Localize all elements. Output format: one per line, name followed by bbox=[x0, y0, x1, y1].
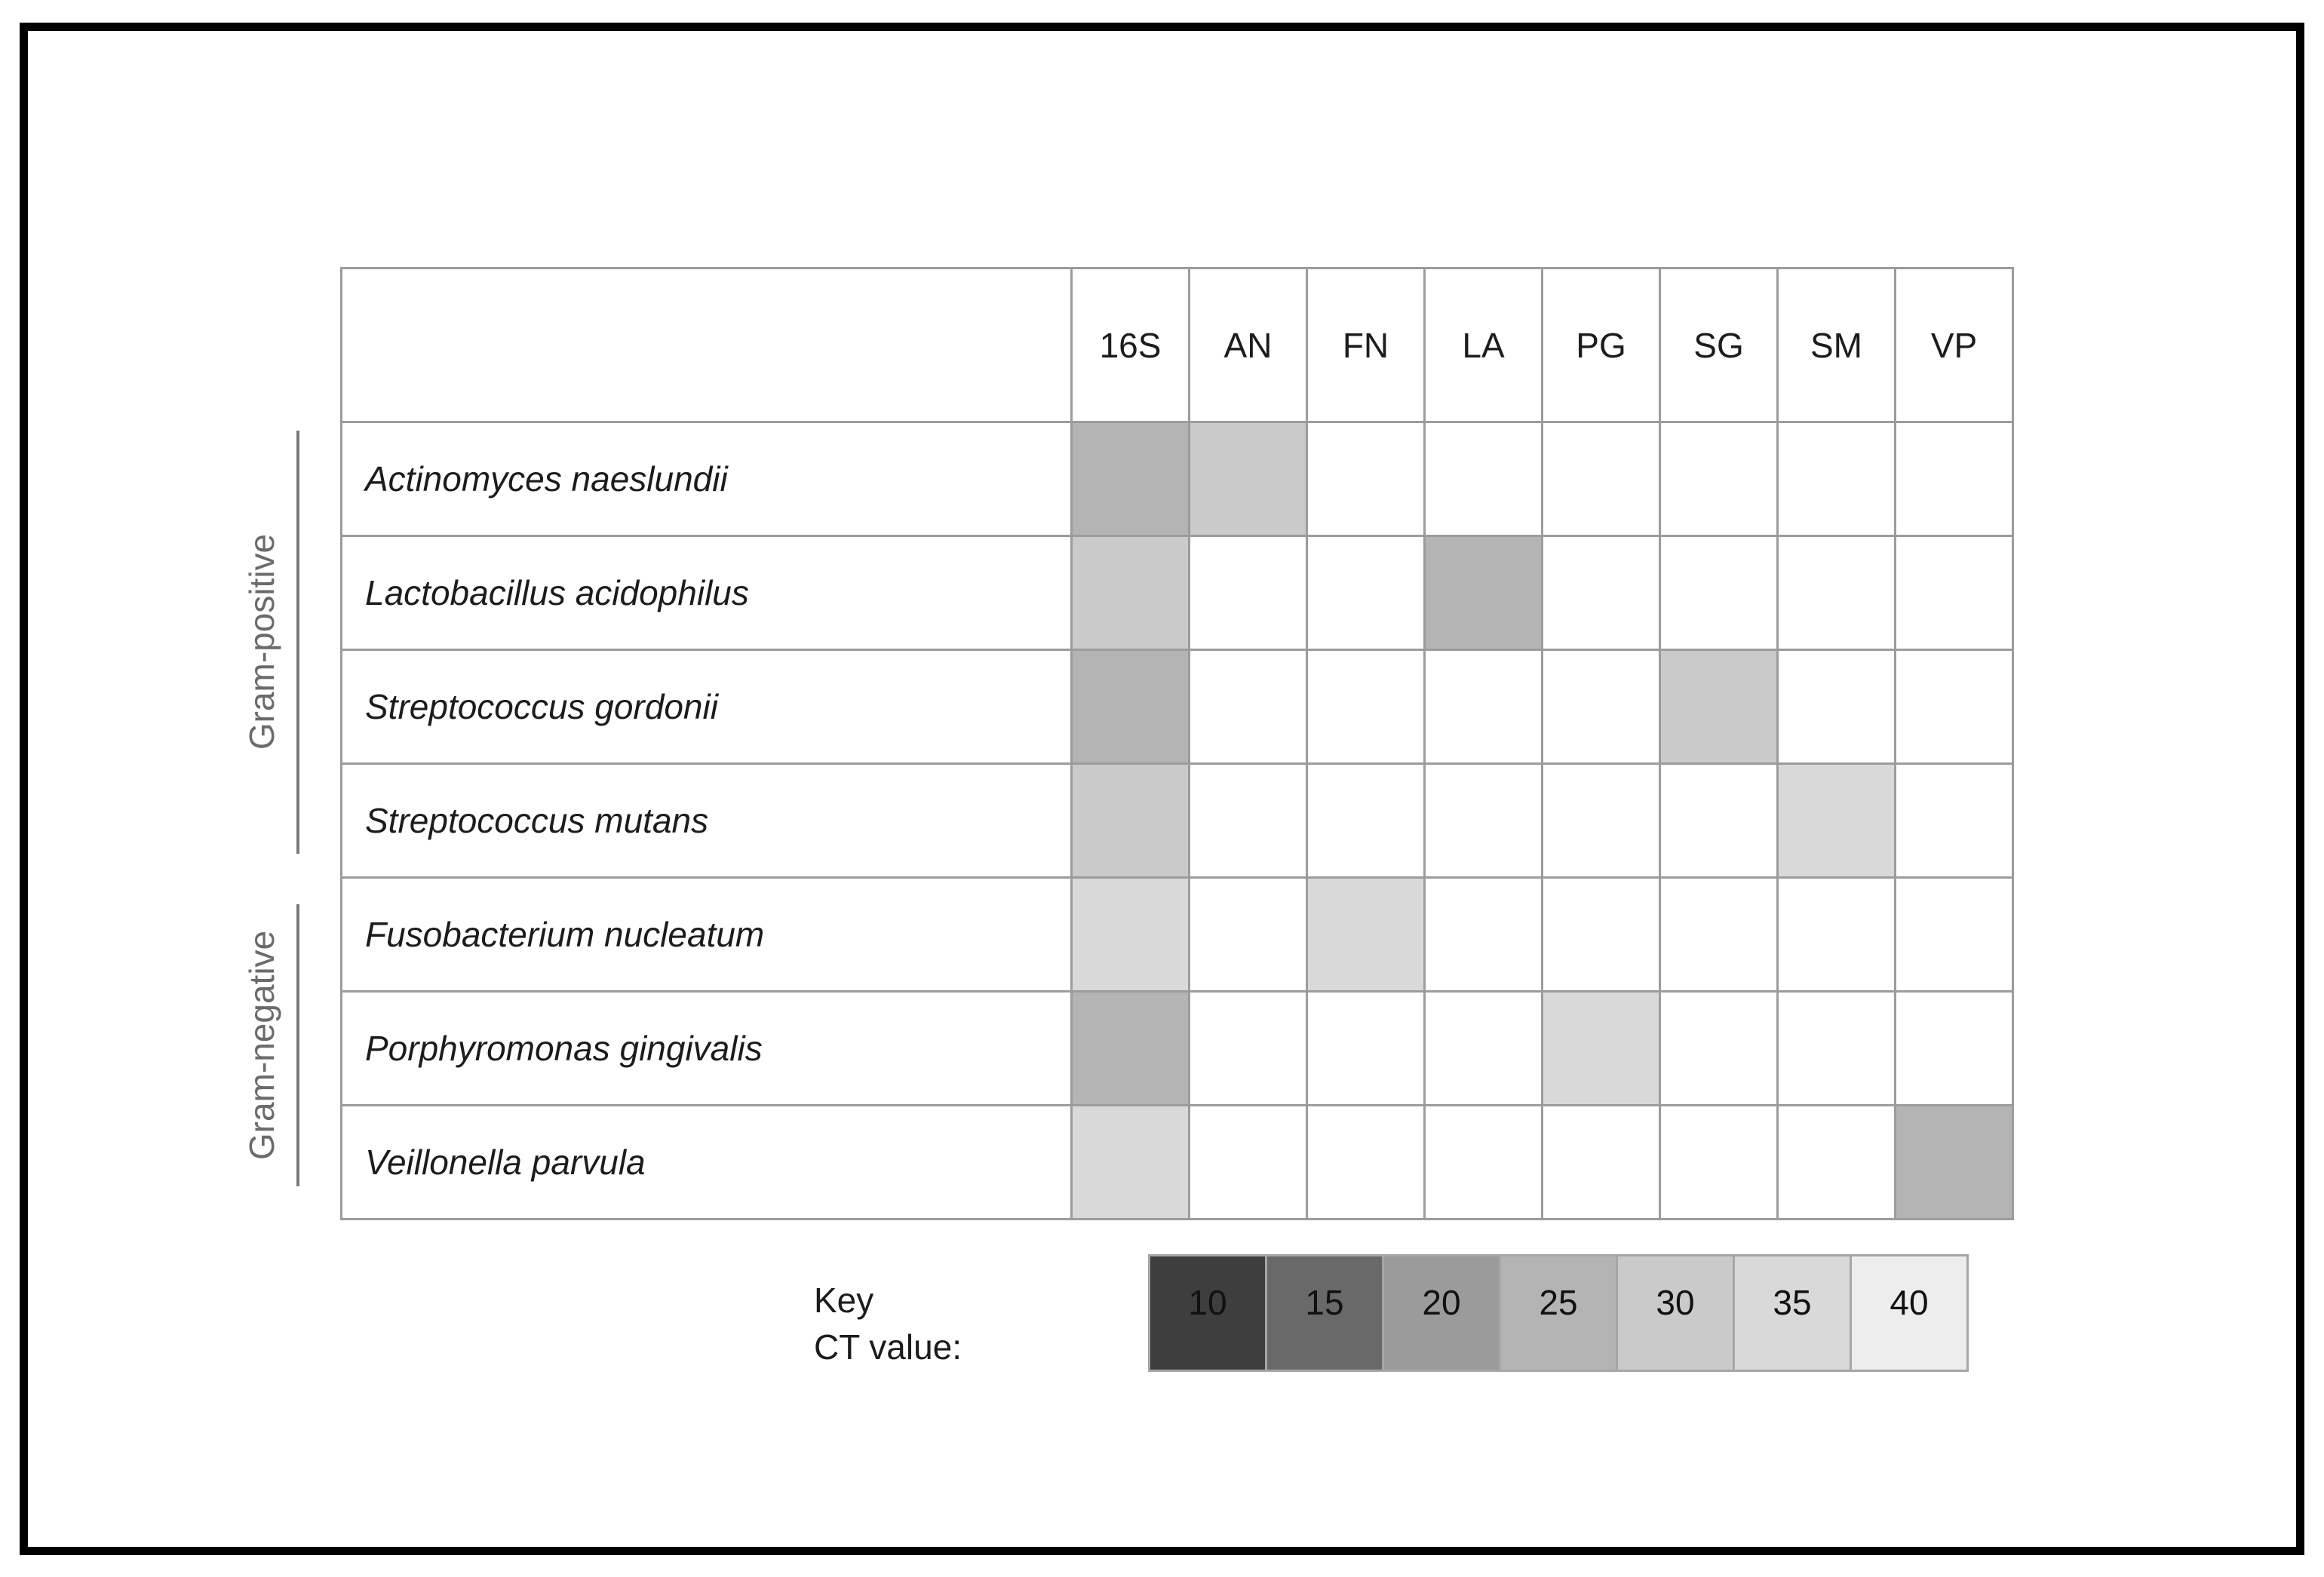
heatmap-table: 16S AN FN LA PG SG SM VP Actinomyces naeslundii L… bbox=[340, 267, 2014, 1220]
heatmap-cell-fn bbox=[1308, 879, 1423, 990]
species-label: Veillonella parvula bbox=[342, 1106, 1070, 1218]
heatmap-cell-la bbox=[1426, 1106, 1541, 1218]
column-header-pg: PG bbox=[1543, 269, 1659, 421]
heatmap-cell-pg bbox=[1543, 993, 1659, 1104]
heatmap-cell-pg bbox=[1543, 765, 1659, 876]
heatmap-cell-an bbox=[1190, 765, 1306, 876]
gram-negative-label: Gram-negative bbox=[242, 930, 281, 1161]
column-header-vp: VP bbox=[1896, 269, 2012, 421]
key-title: Key bbox=[814, 1281, 874, 1320]
heatmap-cell-sm bbox=[1779, 879, 1894, 990]
heatmap-cell-sm bbox=[1779, 1106, 1894, 1218]
heatmap-cell-sm bbox=[1779, 765, 1894, 876]
species-label: Streptococcus mutans bbox=[342, 765, 1070, 876]
heatmap-cell-pg bbox=[1543, 537, 1659, 649]
heatmap-cell-pg bbox=[1543, 651, 1659, 762]
heatmap-cell-vp bbox=[1896, 537, 2012, 649]
heatmap-cell-la bbox=[1426, 651, 1541, 762]
heatmap-cell-an bbox=[1190, 651, 1306, 762]
key-swatches: 10 15 20 25 30 35 40 bbox=[1148, 1254, 1969, 1372]
key-subtitle: CT value: bbox=[814, 1327, 962, 1367]
gram-positive-bracket bbox=[296, 431, 299, 854]
key-label-block: Key CT value: bbox=[814, 1277, 962, 1370]
heatmap-cell-vp bbox=[1896, 1106, 2012, 1218]
heatmap-cell-fn bbox=[1308, 651, 1423, 762]
heatmap-cell-an bbox=[1190, 993, 1306, 1104]
heatmap-cell-sm bbox=[1779, 651, 1894, 762]
key-swatch-15: 15 bbox=[1265, 1254, 1384, 1372]
heatmap-cell-an bbox=[1190, 423, 1306, 535]
key-swatch-label: 35 bbox=[1773, 1283, 1812, 1322]
heatmap-cell-an bbox=[1190, 1106, 1306, 1218]
heatmap-cell-vp bbox=[1896, 993, 2012, 1104]
species-label: Fusobacterium nucleatum bbox=[342, 879, 1070, 990]
heatmap-cell-sg bbox=[1661, 651, 1776, 762]
key-swatch-30: 30 bbox=[1616, 1254, 1735, 1372]
heatmap-cell-sm bbox=[1779, 993, 1894, 1104]
heatmap-cell-fn bbox=[1308, 765, 1423, 876]
heatmap-cell-sg bbox=[1661, 993, 1776, 1104]
species-label: Streptococcus gordonii bbox=[342, 651, 1070, 762]
heatmap-cell-fn bbox=[1308, 537, 1423, 649]
column-header-an: AN bbox=[1190, 269, 1306, 421]
column-header-sg: SG bbox=[1661, 269, 1776, 421]
heatmap-cell-vp bbox=[1896, 651, 2012, 762]
species-label: Lactobacillus acidophilus bbox=[342, 537, 1070, 649]
corner-cell bbox=[342, 269, 1070, 421]
heatmap-cell-16s bbox=[1073, 651, 1188, 762]
figure-frame: 16S AN FN LA PG SG SM VP Actinomyces naeslundii L… bbox=[20, 23, 2304, 1555]
heatmap-cell-an bbox=[1190, 537, 1306, 649]
heatmap-cell-vp bbox=[1896, 765, 2012, 876]
heatmap-cell-fn bbox=[1308, 1106, 1423, 1218]
heatmap-cell-16s bbox=[1073, 993, 1188, 1104]
heatmap-cell-fn bbox=[1308, 993, 1423, 1104]
heatmap-cell-16s bbox=[1073, 879, 1188, 990]
heatmap-cell-16s bbox=[1073, 423, 1188, 535]
heatmap-cell-sg bbox=[1661, 537, 1776, 649]
key-swatch-label: 40 bbox=[1890, 1283, 1929, 1322]
column-header-sm: SM bbox=[1779, 269, 1894, 421]
heatmap-cell-vp bbox=[1896, 879, 2012, 990]
column-header-fn: FN bbox=[1308, 269, 1423, 421]
gram-positive-label: Gram-positive bbox=[242, 533, 281, 750]
heatmap-cell-pg bbox=[1543, 879, 1659, 990]
heatmap-cell-la bbox=[1426, 765, 1541, 876]
column-header-16s: 16S bbox=[1073, 269, 1188, 421]
heatmap-cell-sg bbox=[1661, 423, 1776, 535]
heatmap-cell-16s bbox=[1073, 765, 1188, 876]
heatmap-cell-an bbox=[1190, 879, 1306, 990]
column-header-la: LA bbox=[1426, 269, 1541, 421]
species-label: Porphyromonas gingivalis bbox=[342, 993, 1070, 1104]
gram-negative-bracket bbox=[296, 904, 299, 1186]
heatmap-cell-16s bbox=[1073, 537, 1188, 649]
heatmap-cell-pg bbox=[1543, 423, 1659, 535]
species-label: Actinomyces naeslundii bbox=[342, 423, 1070, 535]
key-swatch-35: 35 bbox=[1733, 1254, 1852, 1372]
key-swatch-10: 10 bbox=[1148, 1254, 1267, 1372]
key-swatch-label: 15 bbox=[1305, 1283, 1344, 1322]
heatmap-cell-sm bbox=[1779, 537, 1894, 649]
heatmap-cell-sg bbox=[1661, 879, 1776, 990]
heatmap-cell-16s bbox=[1073, 1106, 1188, 1218]
heatmap-cell-la bbox=[1426, 537, 1541, 649]
heatmap-cell-fn bbox=[1308, 423, 1423, 535]
heatmap-cell-sg bbox=[1661, 1106, 1776, 1218]
key-swatch-40: 40 bbox=[1850, 1254, 1969, 1372]
heatmap-cell-la bbox=[1426, 423, 1541, 535]
key-swatch-label: 20 bbox=[1422, 1283, 1461, 1322]
key-swatch-label: 25 bbox=[1539, 1283, 1578, 1322]
key-swatch-25: 25 bbox=[1499, 1254, 1618, 1372]
heatmap-cell-la bbox=[1426, 879, 1541, 990]
heatmap-cell-vp bbox=[1896, 423, 2012, 535]
heatmap-cell-pg bbox=[1543, 1106, 1659, 1218]
key-swatch-label: 30 bbox=[1656, 1283, 1695, 1322]
key-swatch-label: 10 bbox=[1188, 1283, 1227, 1322]
key-swatch-20: 20 bbox=[1382, 1254, 1501, 1372]
heatmap-cell-la bbox=[1426, 993, 1541, 1104]
heatmap-cell-sm bbox=[1779, 423, 1894, 535]
heatmap-cell-sg bbox=[1661, 765, 1776, 876]
